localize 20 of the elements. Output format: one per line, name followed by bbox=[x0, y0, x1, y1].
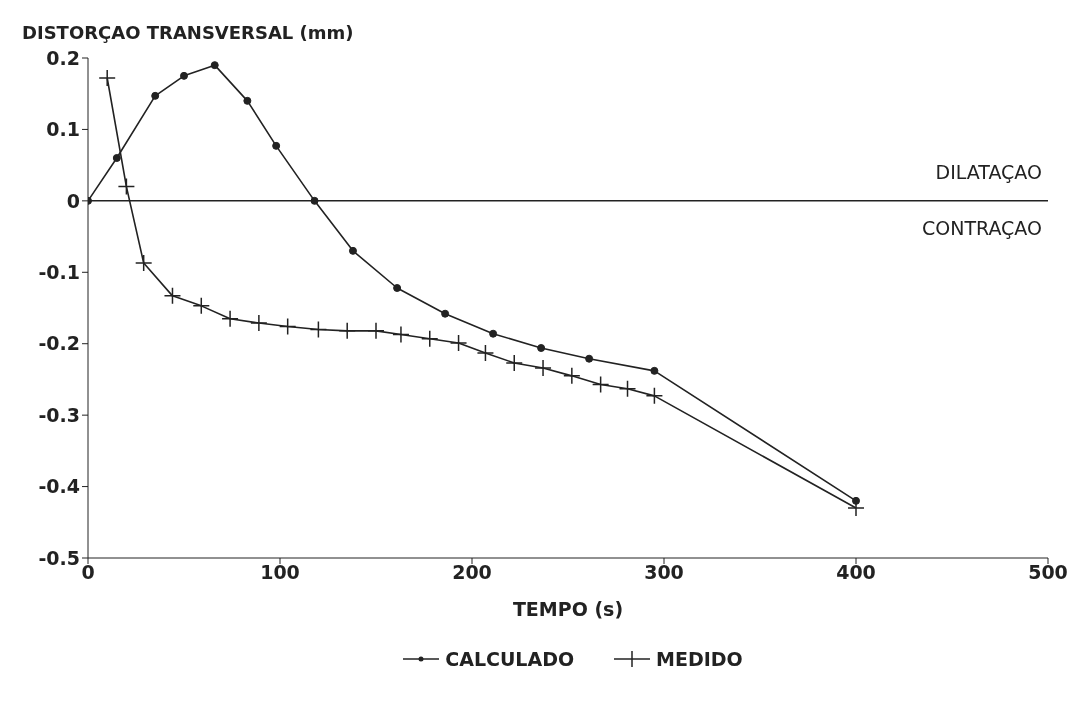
x-tick-label: 500 bbox=[1028, 561, 1068, 584]
x-axis-title: TEMPO (s) bbox=[512, 598, 624, 620]
y-tick-label: -0.3 bbox=[38, 403, 80, 426]
x-tick-label: 400 bbox=[836, 561, 876, 584]
annotation: DILATAÇAO bbox=[935, 160, 1042, 183]
x-tick-label: 300 bbox=[644, 561, 684, 584]
y-tick-label: -0.1 bbox=[38, 261, 80, 284]
y-tick-label: 0.1 bbox=[46, 118, 80, 141]
y-axis-title: DISTORÇAO TRANSVERSAL (mm) bbox=[22, 22, 354, 43]
legend-label: CALCULADO bbox=[444, 648, 575, 670]
y-tick-label: -0.2 bbox=[38, 332, 80, 355]
y-tick-label: 0 bbox=[66, 189, 80, 212]
annotation: CONTRAÇAO bbox=[921, 216, 1042, 239]
x-tick-label: 0 bbox=[81, 561, 95, 584]
x-tick-label: 200 bbox=[452, 561, 492, 584]
y-tick-label: -0.4 bbox=[38, 475, 80, 498]
legend-label: MEDIDO bbox=[655, 648, 743, 670]
y-tick-label: -0.5 bbox=[38, 546, 80, 569]
x-tick-label: 100 bbox=[260, 561, 300, 584]
y-tick-label: 0.2 bbox=[46, 46, 80, 69]
